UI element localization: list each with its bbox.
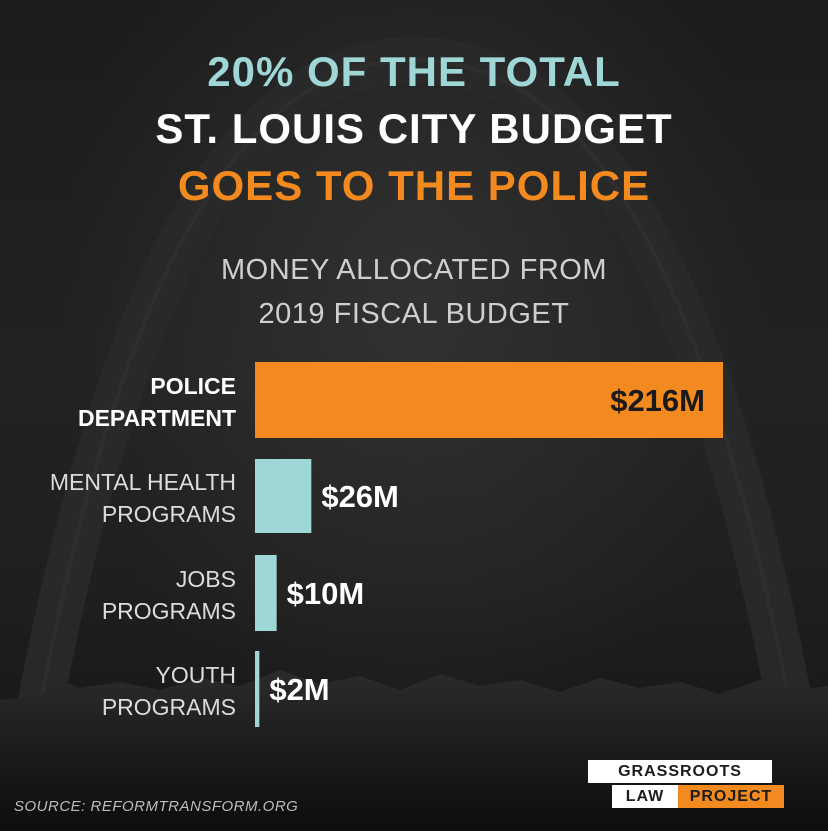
- bar-4: [255, 651, 260, 727]
- value-label-2: $26M: [321, 479, 399, 514]
- value-label-1: $216M: [610, 383, 705, 418]
- value-label-4: $2M: [269, 672, 329, 707]
- bar-3: [255, 555, 277, 631]
- headline-line-1: 20% OF THE TOTAL: [207, 48, 621, 95]
- headline-line-2: ST. LOUIS CITY BUDGET: [155, 105, 673, 152]
- subtitle-line-1: MONEY ALLOCATED FROM: [221, 254, 607, 286]
- category-label-3-line-1: JOBS: [176, 566, 236, 592]
- value-label-3: $10M: [287, 576, 365, 611]
- category-label-4-line-1: YOUTH: [156, 662, 237, 688]
- logo-word-law: LAW: [612, 785, 678, 808]
- grassroots-law-project-logo: GRASSROOTS LAW PROJECT: [588, 760, 784, 810]
- logo-word-project: PROJECT: [678, 785, 784, 808]
- subtitle-line-2: 2019 FISCAL BUDGET: [258, 298, 570, 330]
- category-label-3-line-2: PROGRAMS: [102, 598, 236, 624]
- bar-2: [255, 459, 312, 533]
- category-label-1-line-2: DEPARTMENT: [78, 405, 236, 431]
- category-label-2-line-2: PROGRAMS: [102, 501, 236, 527]
- category-label-4-line-2: PROGRAMS: [102, 694, 236, 720]
- logo-word-grassroots: GRASSROOTS: [588, 760, 772, 783]
- headline-line-3: GOES TO THE POLICE: [177, 162, 651, 209]
- bar-1: [255, 362, 723, 438]
- chart-subtitle: MONEY ALLOCATED FROM 2019 FISCAL BUDGET: [0, 248, 828, 336]
- category-label-1-line-1: POLICE: [150, 373, 236, 399]
- category-label-2-line-1: MENTAL HEALTH: [50, 469, 236, 495]
- source-credit: SOURCE: REFORMTRANSFORM.ORG: [14, 798, 299, 815]
